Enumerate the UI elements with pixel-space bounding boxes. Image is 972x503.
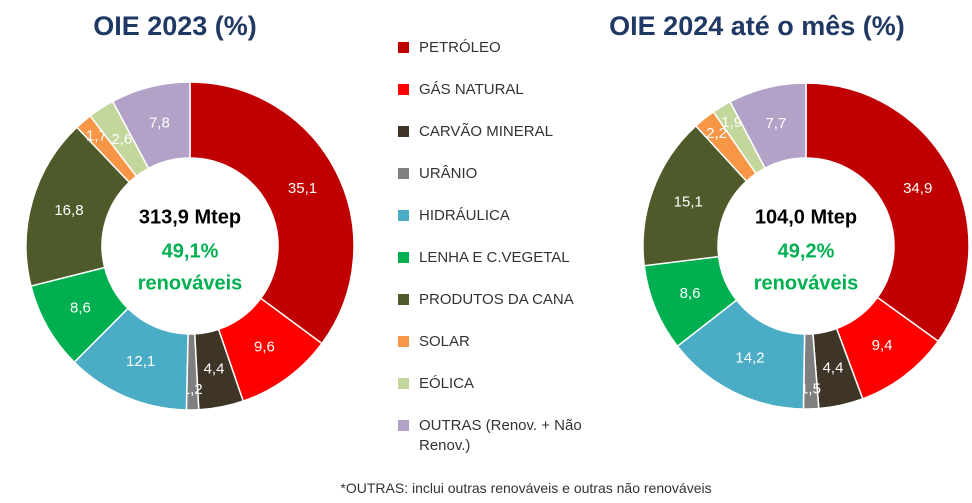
donut-segment: [729, 82, 807, 170]
center-label: 49,1%: [162, 240, 219, 262]
data-label: 4,4: [204, 361, 225, 378]
data-label: 8,6: [680, 285, 701, 302]
legend-swatch: [398, 168, 409, 179]
donut-segment: [111, 81, 191, 170]
footnote: *OUTRAS: inclui outras renováveis e outr…: [340, 480, 712, 496]
data-label: 16,8: [54, 202, 83, 219]
donut-segment: [25, 126, 131, 287]
legend-item: URÂNIO: [398, 164, 598, 206]
legend-label: HIDRÁULICA: [419, 207, 510, 224]
legend-swatch: [398, 210, 409, 221]
data-label: 4,4: [823, 360, 844, 377]
legend-label: LENHA E C.VEGETAL: [419, 249, 570, 266]
legend-swatch: [398, 252, 409, 263]
legend-label: PRODUTOS DA CANA: [419, 291, 574, 308]
data-label: 1,5: [800, 380, 821, 397]
center-label: renováveis: [138, 272, 243, 294]
legend-label: PETRÓLEO: [419, 39, 501, 56]
center-label: 104,0 Mtep: [755, 206, 857, 228]
legend-label: EÓLICA: [419, 375, 475, 392]
data-label: 2,6: [111, 131, 132, 148]
legend: PETRÓLEO GÁS NATURAL CARVÃO MINERAL URÂNIO H…: [398, 38, 598, 458]
data-label: 9,6: [254, 339, 275, 356]
legend-item: GÁS NATURAL: [398, 80, 598, 122]
legend-label: OUTRAS (Renov. + Não Renov.): [419, 417, 582, 454]
legend-swatch: [398, 294, 409, 305]
legend-swatch: [398, 84, 409, 95]
legend-label: URÂNIO: [419, 165, 478, 182]
data-label: 15,1: [674, 193, 703, 210]
legend-swatch: [398, 378, 409, 389]
legend-item: EÓLICA: [398, 374, 598, 416]
legend-swatch: [398, 42, 409, 53]
legend-item: SOLAR: [398, 332, 598, 374]
data-label: 34,9: [903, 180, 932, 197]
legend-label: GÁS NATURAL: [419, 81, 524, 98]
legend-item: PETRÓLEO: [398, 38, 598, 80]
data-label: 8,6: [70, 299, 91, 316]
data-label: 35,1: [288, 180, 317, 197]
data-label: 7,8: [149, 115, 170, 132]
legend-item: PRODUTOS DA CANA: [398, 290, 598, 332]
center-label: 313,9 Mtep: [139, 206, 241, 228]
data-label: 12,1: [126, 353, 155, 370]
center-label: 49,2%: [778, 240, 835, 262]
data-label: 1,9: [721, 114, 742, 131]
legend-item: HIDRÁULICA: [398, 206, 598, 248]
legend-label: CARVÃO MINERAL: [419, 123, 553, 140]
data-label: 14,2: [735, 349, 764, 366]
legend-swatch: [398, 420, 409, 431]
donut-segment: [805, 82, 970, 343]
legend-swatch: [398, 336, 409, 347]
chart-title: OIE 2023 (%): [93, 11, 257, 41]
legend-label: SOLAR: [419, 333, 470, 350]
donut-segment: [189, 81, 355, 345]
legend-item: LENHA E C.VEGETAL: [398, 248, 598, 290]
data-label: 7,7: [765, 115, 786, 132]
legend-item: OUTRAS (Renov. + Não Renov.): [398, 416, 598, 458]
data-label: 2,2: [706, 125, 727, 142]
data-label: 9,4: [872, 337, 893, 354]
chart-title: OIE 2024 até o mês (%): [609, 11, 905, 41]
legend-item: CARVÃO MINERAL: [398, 122, 598, 164]
legend-swatch: [398, 126, 409, 137]
center-label: renováveis: [754, 272, 859, 294]
